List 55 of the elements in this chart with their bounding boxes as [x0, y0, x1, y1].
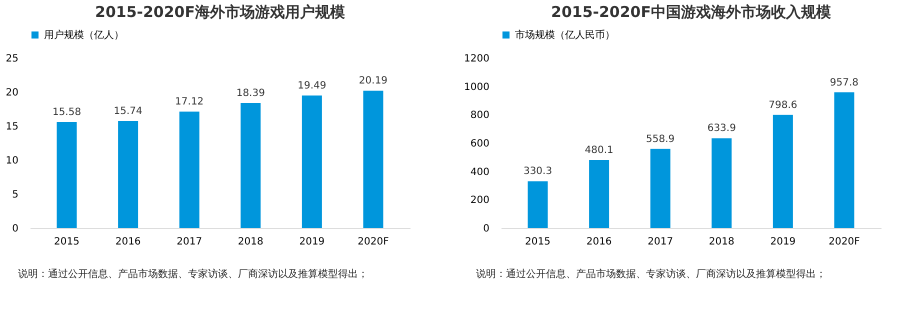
bar — [179, 112, 200, 228]
bar — [240, 102, 261, 228]
bar — [712, 138, 732, 228]
data-label: 20.19 — [358, 76, 388, 87]
data-label: 558.9 — [646, 134, 675, 145]
y-tick-label: 0 — [483, 224, 490, 234]
x-tick-label: 2020F — [828, 236, 860, 248]
x-tick-label: 2020F — [358, 236, 390, 248]
y-tick-label: 400 — [470, 166, 490, 178]
x-tick-label: 2015 — [54, 236, 80, 248]
data-label: 957.8 — [830, 77, 859, 88]
text: 说明：通过公开信息、产品市场数据、专家访谈、厂商深访以及推算模型得出； — [18, 268, 369, 281]
y-tick-label: 15 — [6, 122, 18, 132]
x-tick-label: 2018 — [708, 236, 734, 248]
data-label: 19.49 — [298, 80, 326, 92]
y-tick-label: 1200 — [464, 54, 490, 64]
bar — [589, 160, 610, 228]
x-tick-label: 2018 — [238, 236, 264, 248]
y-tick-label: 5 — [12, 190, 18, 200]
y-tick-label: 10 — [6, 156, 18, 166]
data-label: 15.74 — [114, 106, 142, 117]
data-label: 18.39 — [236, 88, 265, 99]
chart-title: 2015-2020F中国游戏海外市场收入规模 — [551, 3, 832, 21]
y-tick-label: 800 — [470, 110, 490, 122]
bar — [56, 122, 77, 228]
bar — [118, 120, 138, 228]
x-tick-label: 2017 — [176, 236, 202, 248]
y-tick-label: 20 — [6, 88, 18, 98]
data-label: 15.58 — [52, 107, 82, 118]
chart-title: 2015-2020F海外市场游戏用户规模 — [95, 3, 346, 21]
data-label: 17.12 — [175, 96, 204, 108]
bar — [363, 90, 384, 228]
x-tick-label: 2019 — [770, 236, 796, 248]
y-tick-label: 0 — [12, 224, 18, 234]
bar — [302, 95, 322, 228]
data-label: 798.6 — [768, 100, 798, 111]
legend-label: 用户规模（亿人） — [44, 29, 124, 41]
legend-label: 市场规模（亿人民币） — [515, 29, 615, 41]
x-tick-label: 2019 — [299, 236, 325, 248]
y-tick-label: 25 — [6, 54, 18, 64]
y-tick-label: 600 — [470, 138, 490, 150]
bar — [772, 114, 793, 228]
x-tick-label: 2016 — [586, 236, 612, 248]
text: 说明：通过公开信息、产品市场数据、专家访谈、厂商深访以及推算模型得出； — [476, 268, 827, 281]
bar — [650, 148, 670, 228]
y-tick-label: 200 — [470, 195, 490, 206]
data-label: 480.1 — [584, 144, 614, 156]
x-tick-label: 2016 — [115, 236, 141, 248]
bar — [528, 181, 548, 228]
x-tick-label: 2015 — [525, 236, 550, 248]
bar — [834, 92, 854, 228]
y-tick-label: 1000 — [464, 82, 490, 93]
data-label: 633.9 — [707, 123, 736, 134]
data-label: 330.3 — [523, 166, 552, 178]
x-tick-label: 2017 — [648, 236, 674, 248]
